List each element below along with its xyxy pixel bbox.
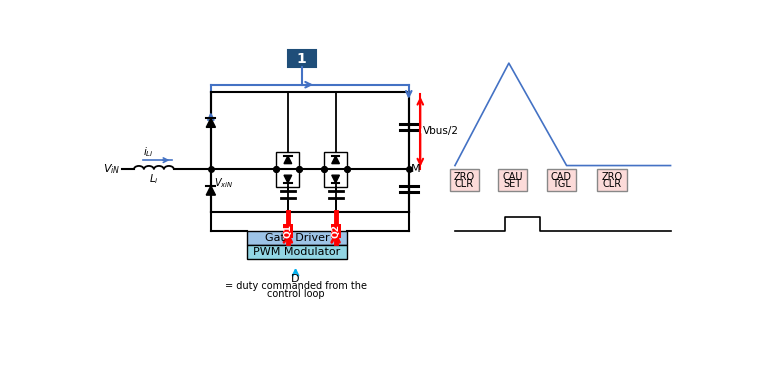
Bar <box>288 50 315 67</box>
Text: CLR: CLR <box>454 179 473 189</box>
Text: Gate Driver: Gate Driver <box>264 233 329 243</box>
Text: ZRO: ZRO <box>454 172 475 182</box>
Bar <box>597 169 627 191</box>
Text: M: M <box>411 164 421 174</box>
Polygon shape <box>284 156 292 164</box>
Text: control loop: control loop <box>267 289 325 299</box>
Text: $V_{iN}$: $V_{iN}$ <box>103 162 120 176</box>
Text: SET: SET <box>504 179 522 189</box>
Text: Q1: Q1 <box>283 224 293 238</box>
Text: Q2: Q2 <box>331 224 340 238</box>
Polygon shape <box>332 175 340 183</box>
Text: = duty commanded from the: = duty commanded from the <box>224 281 366 291</box>
Text: $i_{Li}$: $i_{Li}$ <box>143 146 154 159</box>
Text: 1: 1 <box>297 52 306 65</box>
Text: CAU: CAU <box>502 172 523 182</box>
Text: CLR: CLR <box>603 179 622 189</box>
Polygon shape <box>206 118 216 127</box>
Polygon shape <box>284 175 292 183</box>
Text: PWM Modulator: PWM Modulator <box>254 247 340 257</box>
Bar <box>450 169 479 191</box>
Text: $L_i$: $L_i$ <box>149 172 159 186</box>
Polygon shape <box>332 156 340 164</box>
Bar <box>247 231 347 245</box>
Text: Vbus/2: Vbus/2 <box>423 126 459 136</box>
Text: CAD: CAD <box>551 172 572 182</box>
Bar <box>324 152 347 187</box>
Bar <box>546 169 576 191</box>
Text: ZRO: ZRO <box>601 172 622 182</box>
Bar <box>277 152 299 187</box>
Text: TGL: TGL <box>552 179 571 189</box>
Bar <box>498 169 527 191</box>
Text: D: D <box>291 274 299 284</box>
Polygon shape <box>206 186 216 195</box>
Bar <box>247 245 347 259</box>
Text: $V_{xiN}$: $V_{xiN}$ <box>214 176 233 190</box>
